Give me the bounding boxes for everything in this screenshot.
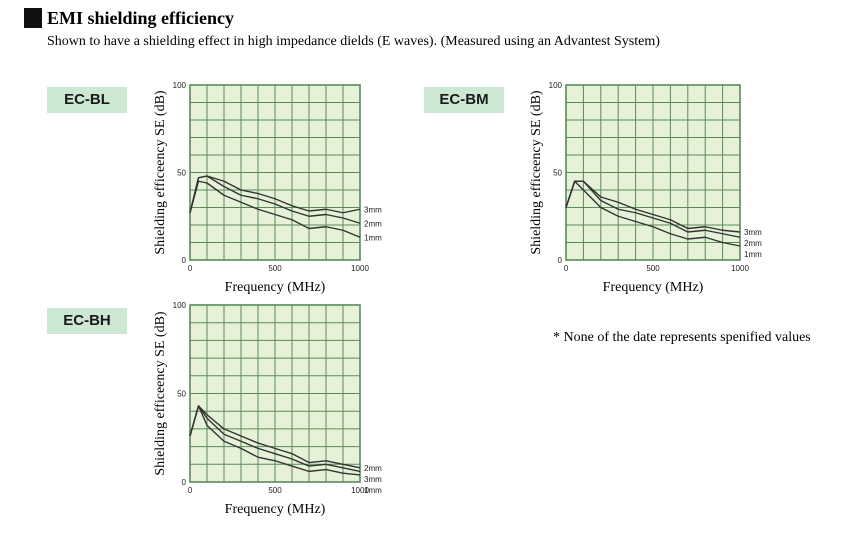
grid-lines xyxy=(566,85,740,260)
series-label-2mm: 2mm xyxy=(744,239,762,248)
series-label-1mm: 1mm xyxy=(364,486,382,495)
y-tick-label: 50 xyxy=(177,169,186,178)
plot-border xyxy=(565,84,741,261)
series-label-2mm: 2mm xyxy=(364,464,382,473)
y-tick-label: 0 xyxy=(558,256,563,265)
y-tick-label: 0 xyxy=(182,478,187,487)
y-tick-label: 100 xyxy=(173,81,187,90)
series-line-1mm xyxy=(189,180,361,238)
series-label-1mm: 1mm xyxy=(364,233,382,242)
x-tick-label: 0 xyxy=(188,264,193,273)
plot-border xyxy=(189,84,361,261)
series-label-3mm: 3mm xyxy=(744,228,762,237)
series-line-2mm xyxy=(189,175,361,224)
x-tick-label: 500 xyxy=(646,264,660,273)
plot-border xyxy=(189,304,361,483)
badge-ec-bl: EC-BL xyxy=(47,87,127,113)
x-tick-label: 1000 xyxy=(731,264,749,273)
x-tick-label: 500 xyxy=(268,264,282,273)
grid-lines xyxy=(190,85,360,260)
series-label-1mm: 1mm xyxy=(744,250,762,259)
series-line-2mm xyxy=(189,405,361,469)
x-tick-label: 0 xyxy=(188,486,193,495)
y-tick-label: 50 xyxy=(553,169,562,178)
disclaimer-note: * None of the date represents spenified … xyxy=(553,330,811,345)
heading-marker xyxy=(24,8,42,28)
x-axis-label: Frequency (MHz) xyxy=(603,280,704,295)
y-tick-label: 100 xyxy=(173,301,187,310)
series-line-3mm xyxy=(189,405,361,473)
x-tick-label: 1000 xyxy=(351,264,369,273)
series-line-2mm xyxy=(565,180,741,238)
page-subtitle: Shown to have a shielding effect in high… xyxy=(47,34,660,49)
series-line-1mm xyxy=(189,405,361,476)
y-tick-label: 100 xyxy=(549,81,563,90)
y-axis-label: Shielding efficeency SE (dB) xyxy=(153,311,168,476)
x-axis-label: Frequency (MHz) xyxy=(225,280,326,295)
y-tick-label: 50 xyxy=(177,390,186,399)
x-tick-label: 1000 xyxy=(351,486,369,495)
badge-ec-bh: EC-BH xyxy=(47,308,127,334)
y-axis-label: Shielding efficeency SE (dB) xyxy=(529,90,544,255)
series-label-2mm: 2mm xyxy=(364,219,382,228)
series-label-3mm: 3mm xyxy=(364,475,382,484)
series-line-1mm xyxy=(565,180,741,247)
page-title: EMI shielding efficiency xyxy=(47,8,234,28)
x-tick-label: 0 xyxy=(564,264,569,273)
series-label-3mm: 3mm xyxy=(364,205,382,214)
y-tick-label: 0 xyxy=(182,256,187,265)
x-tick-label: 500 xyxy=(268,486,282,495)
badge-ec-bm: EC-BM xyxy=(424,87,504,113)
x-axis-label: Frequency (MHz) xyxy=(225,502,326,517)
y-axis-label: Shielding efficeency SE (dB) xyxy=(153,90,168,255)
